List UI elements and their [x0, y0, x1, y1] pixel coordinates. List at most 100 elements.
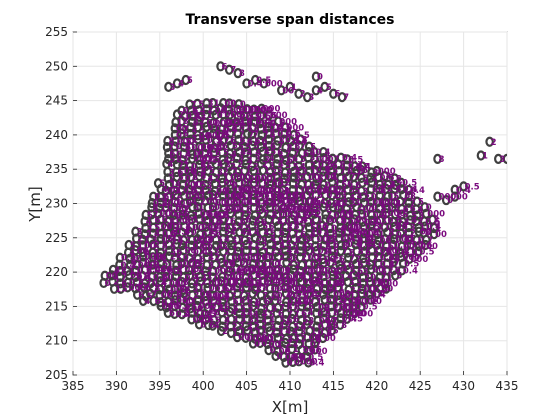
- data-point: [312, 327, 321, 338]
- data-point: [264, 227, 274, 239]
- data-point: [287, 313, 297, 324]
- data-point: [138, 240, 148, 251]
- data-label: 000: [265, 79, 283, 89]
- data-point: [140, 216, 150, 227]
- data-point: [264, 134, 274, 145]
- data-point: [264, 345, 273, 356]
- data-point: [281, 251, 291, 262]
- data-point: [217, 276, 226, 287]
- y-tick-label: 205: [45, 368, 68, 382]
- data-label: 2: [308, 243, 314, 253]
- data-point: [304, 265, 314, 276]
- data-point: [279, 173, 289, 184]
- data-point: [242, 265, 252, 276]
- data-point: [208, 320, 218, 331]
- data-point: [281, 122, 290, 133]
- data-label: 8: [396, 175, 402, 185]
- data-point: [256, 110, 266, 121]
- x-tick-label: 400: [192, 379, 215, 393]
- data-point: [178, 160, 187, 171]
- y-axis-ticks: 205 210 215 220 225 230 235 240 245 250 255: [45, 25, 77, 382]
- y-tick-label: 215: [45, 299, 68, 313]
- data-label: 3: [137, 228, 143, 238]
- data-point: [170, 123, 180, 134]
- data-point: [294, 171, 304, 183]
- data-point: [179, 148, 188, 159]
- data-point: [294, 191, 304, 202]
- data-point: [239, 290, 249, 301]
- data-point: [146, 277, 156, 289]
- data-label: 7: [230, 66, 236, 76]
- data-point: [263, 315, 273, 326]
- data-point: [131, 265, 141, 276]
- data-label: 5: [418, 198, 424, 208]
- data-label: 7: [208, 236, 214, 246]
- data-point: [115, 252, 125, 263]
- data-point: [108, 276, 117, 287]
- data-label: 1: [482, 151, 488, 161]
- data-point: [116, 278, 125, 289]
- data-label: 7: [191, 101, 197, 111]
- data-point: [240, 214, 249, 225]
- data-point: [201, 185, 211, 196]
- data-point: [225, 98, 234, 109]
- data-point: [218, 321, 227, 332]
- data-point: [271, 128, 281, 139]
- data-point: [185, 303, 195, 314]
- data-point: [288, 246, 297, 257]
- data-point: [186, 171, 196, 183]
- data-point: [271, 295, 280, 306]
- data-point: [240, 142, 249, 153]
- data-label: 3: [208, 99, 214, 109]
- data-label: 7: [363, 162, 369, 172]
- data-point: [279, 177, 288, 188]
- data-point: [201, 109, 211, 120]
- data-point: [208, 202, 218, 213]
- data-point: [272, 140, 281, 151]
- data-point: [271, 283, 280, 294]
- data-point: [193, 191, 203, 202]
- data-label: 4: [178, 79, 184, 89]
- data-point: [209, 118, 218, 129]
- data-label: 3: [169, 83, 175, 93]
- x-tick-label: 430: [452, 379, 475, 393]
- data-point: [255, 332, 265, 343]
- data-point: [272, 327, 281, 338]
- data-label: 2: [192, 212, 198, 222]
- y-tick-label: 240: [45, 128, 68, 142]
- data-point: [185, 196, 195, 207]
- data-point: [232, 252, 241, 263]
- x-tick-label: 435: [496, 379, 519, 393]
- data-point: [232, 190, 241, 201]
- data-point: [171, 136, 181, 147]
- x-tick-label: 395: [148, 379, 171, 393]
- y-tick-label: 235: [45, 162, 68, 176]
- data-point: [218, 177, 227, 188]
- data-point: [171, 222, 180, 233]
- data-point: [177, 309, 187, 320]
- data-point: [248, 314, 257, 326]
- data-point: [123, 282, 132, 293]
- data-label: 6: [222, 62, 228, 72]
- data-point: [264, 110, 274, 121]
- data-point: [234, 99, 244, 110]
- data-point: [170, 215, 180, 226]
- data-point: [208, 272, 218, 283]
- y-axis-label: Y[m]: [26, 186, 44, 222]
- data-label: 0.4: [410, 186, 425, 196]
- x-tick-label: 420: [365, 379, 388, 393]
- y-tick-label: 250: [45, 59, 68, 73]
- data-point: [297, 208, 307, 219]
- data-label: 5: [130, 241, 136, 251]
- data-point: [288, 301, 298, 312]
- data-label: 7: [343, 93, 349, 103]
- data-label: 3: [339, 273, 345, 283]
- data-point: [201, 295, 211, 307]
- data-label: 5: [187, 76, 193, 86]
- data-point: [240, 210, 250, 221]
- data-point: [193, 202, 202, 213]
- data-point: [256, 141, 266, 153]
- data-point: [162, 142, 172, 153]
- data-point: [171, 271, 181, 282]
- data-point: [185, 99, 194, 110]
